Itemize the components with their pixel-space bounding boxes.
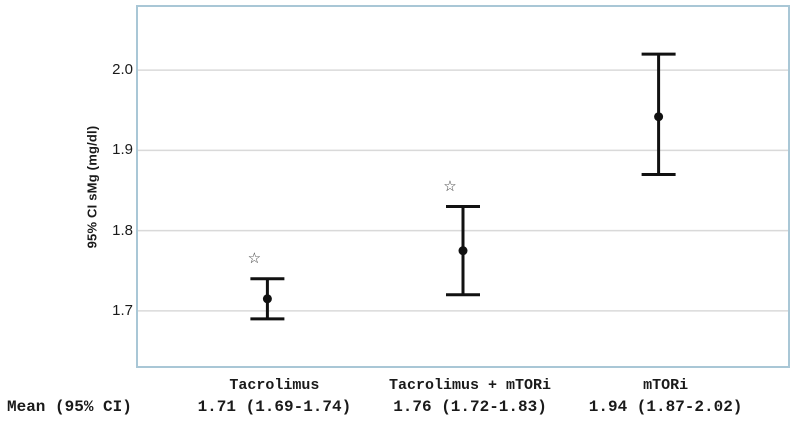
significance-star: ☆ bbox=[443, 176, 457, 195]
x-category-label-tacrolimus: Tacrolimus bbox=[229, 377, 320, 394]
y-tick-label: 2.0 bbox=[112, 61, 133, 79]
table-value-tacrolimus: 1.71 (1.69-1.74) bbox=[197, 398, 352, 416]
x-category-label-tacrolimus-mtori: Tacrolimus + mTORi bbox=[388, 377, 552, 394]
significance-star: ☆ bbox=[247, 248, 262, 267]
table-value-mtori: 1.94 (1.87-2.02) bbox=[588, 398, 743, 416]
y-tick-label: 1.8 bbox=[112, 221, 133, 239]
table-value-tacrolimus-mtori: 1.76 (1.72-1.83) bbox=[393, 398, 547, 416]
x-category-label-mtori: mTORi bbox=[643, 377, 689, 394]
y-tick-label: 1.9 bbox=[112, 141, 133, 159]
y-tick-label: 1.7 bbox=[112, 301, 133, 319]
table-row-label: Mean (95% CI) bbox=[7, 398, 132, 416]
